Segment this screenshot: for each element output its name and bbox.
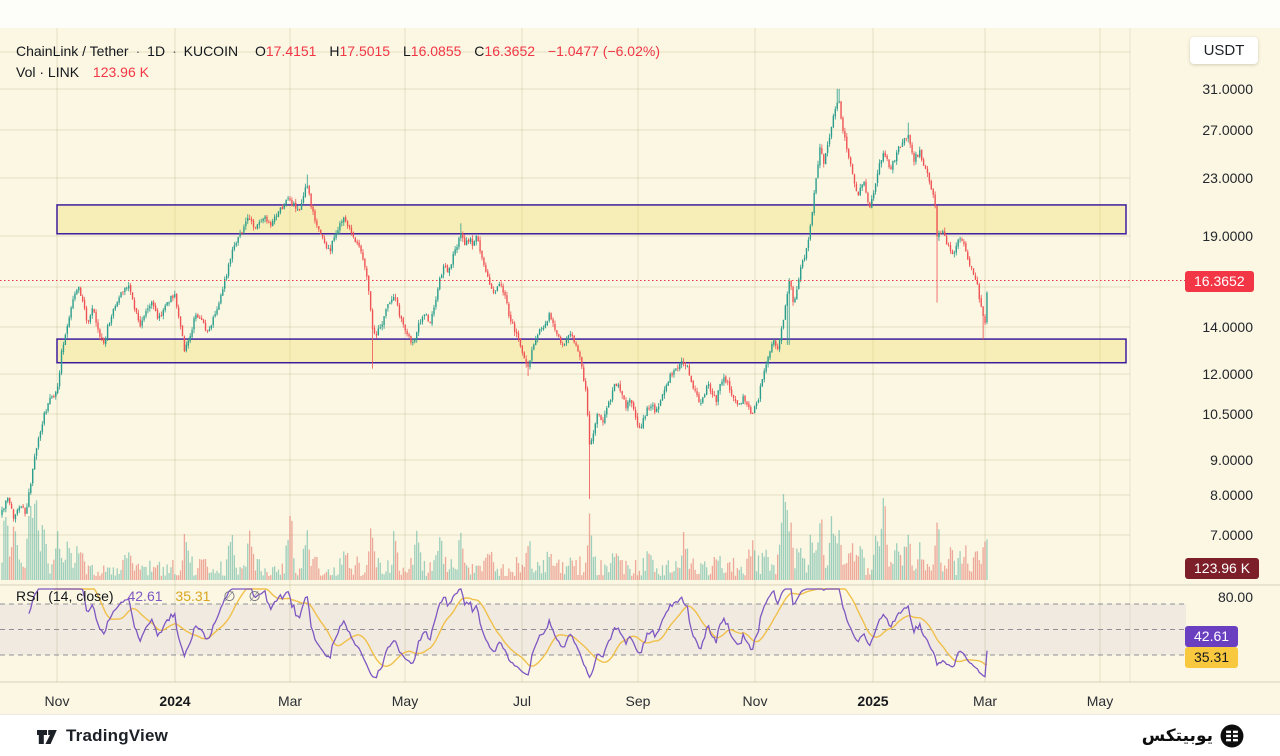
price-tick-label: 8.0000 xyxy=(1210,487,1253,503)
volume-legend-row[interactable]: Vol · LINK 123.96 K xyxy=(16,64,149,80)
time-tick-label: May xyxy=(1086,693,1114,709)
price-tick-label: 9.0000 xyxy=(1210,452,1253,468)
chart-widget[interactable]: ChainLink / Tether · 1D · KUCOIN O17.4151 … xyxy=(0,28,1280,714)
time-tick-label: 2025 xyxy=(857,693,889,709)
last-price-badge: 16.3652 xyxy=(1185,270,1254,292)
volume-value: 123.96 K xyxy=(92,64,149,80)
legend-separator: · xyxy=(172,43,177,59)
rsi-ma-value: 35.31 xyxy=(175,588,211,604)
time-tick-label: Nov xyxy=(44,693,70,709)
price-tick-label: 14.0000 xyxy=(1202,319,1253,335)
exchange-label: KUCOIN xyxy=(183,43,239,59)
close-label: C xyxy=(474,43,485,59)
rsi-empty-value-icon: ∅ xyxy=(248,588,261,604)
legend-separator: · xyxy=(135,43,141,59)
time-tick-label: Nov xyxy=(742,693,768,709)
price-tick-label: 7.0000 xyxy=(1210,527,1253,543)
change-value: −1.0477 (−6.02%) xyxy=(547,43,660,59)
open-value: 17.4151 xyxy=(265,43,317,59)
high-value: 17.5015 xyxy=(339,43,391,59)
price-tick-label: 31.0000 xyxy=(1202,81,1253,97)
symbol-title[interactable]: ChainLink / Tether xyxy=(16,43,129,59)
rsi-axis-tick: 80.00 xyxy=(1217,589,1253,605)
time-tick-label: Mar xyxy=(972,693,998,709)
price-tick-label: 12.0000 xyxy=(1202,366,1253,382)
tradingview-attribution-link[interactable]: TradingView xyxy=(36,726,168,746)
top-strip xyxy=(0,0,1280,28)
rsi-ma-badge: 35.31 xyxy=(1185,646,1239,668)
tradingview-logo-icon xyxy=(37,729,57,744)
brand-label: يوبيتكس xyxy=(1141,725,1213,745)
volume-badge: 123.96 K xyxy=(1185,557,1260,579)
tradingview-label: TradingView xyxy=(66,725,169,745)
price-tick-label: 19.0000 xyxy=(1202,228,1253,244)
ubitex-logo-icon xyxy=(1220,724,1244,747)
rsi-value: 42.61 xyxy=(127,588,163,604)
rsi-params: (14, close) xyxy=(48,588,114,604)
symbol-legend-row[interactable]: ChainLink / Tether · 1D · KUCOIN O17.4151 … xyxy=(16,43,660,59)
price-tick-label: 23.0000 xyxy=(1202,170,1253,186)
high-label: H xyxy=(329,43,340,59)
price-tick-label: 27.0000 xyxy=(1202,122,1253,138)
low-value: 16.0855 xyxy=(410,43,462,59)
volume-label[interactable]: Vol · LINK xyxy=(16,64,80,80)
footer-bar: TradingView يوبيتكس xyxy=(0,714,1280,756)
rsi-empty-value-icon: ∅ xyxy=(223,588,236,604)
close-value: 16.3652 xyxy=(484,43,536,59)
rsi-title[interactable]: RSI xyxy=(16,588,40,604)
time-tick-label: Jul xyxy=(513,693,531,709)
interval-label[interactable]: 1D xyxy=(147,43,166,59)
open-label: O xyxy=(254,43,266,59)
rsi-value-badge: 42.61 xyxy=(1185,625,1239,647)
low-label: L xyxy=(402,43,411,59)
currency-toggle-button[interactable]: USDT xyxy=(1190,37,1258,64)
price-chart-canvas[interactable] xyxy=(0,28,1280,714)
price-tick-label: 10.5000 xyxy=(1202,406,1253,422)
brand-link[interactable]: يوبيتكس xyxy=(1142,724,1244,748)
time-tick-label: Mar xyxy=(277,693,303,709)
time-tick-label: May xyxy=(391,693,419,709)
time-tick-label: 2024 xyxy=(159,693,191,709)
rsi-legend-row[interactable]: RSI (14, close) 42.61 35.31 ∅ ∅ xyxy=(16,588,261,605)
time-tick-label: Sep xyxy=(625,693,651,709)
